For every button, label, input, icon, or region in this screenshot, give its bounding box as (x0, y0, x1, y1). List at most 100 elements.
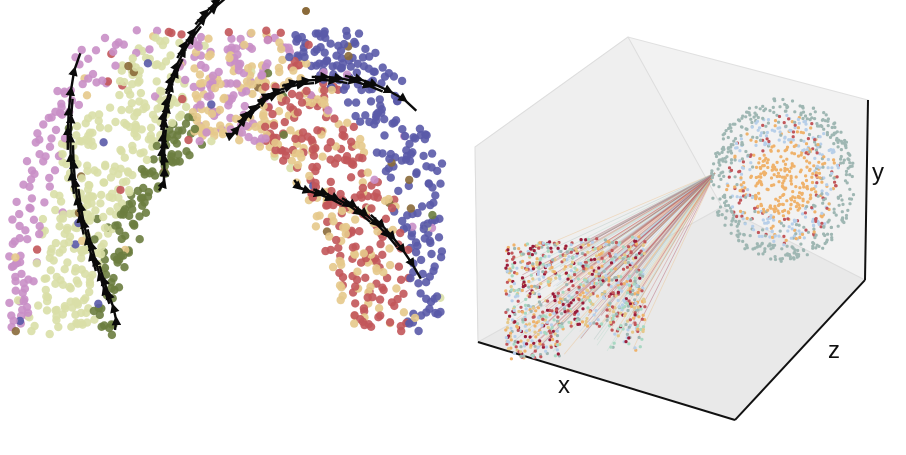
slice-a-point (521, 320, 525, 324)
slice-b-point (765, 187, 769, 191)
slice-a-point (570, 260, 575, 264)
slice-b-point (764, 171, 768, 175)
slice-b-point (771, 105, 775, 109)
alignment-line (551, 172, 716, 268)
slice-a-point (536, 285, 540, 289)
slice-b-point (718, 197, 722, 201)
slice-b-point (709, 179, 714, 183)
slice-a-point (544, 345, 549, 349)
scatter-point (77, 254, 86, 263)
slice-b-point (813, 210, 817, 214)
scatter-point (397, 76, 407, 86)
scatter-point (351, 39, 360, 48)
alignment-line (515, 172, 716, 292)
slice-a-point (630, 292, 634, 296)
slice-b-point (739, 176, 743, 180)
slice-b-point (813, 236, 817, 240)
slice-b-point (772, 173, 776, 177)
slice-a-point (637, 287, 641, 291)
slice-b-point (779, 155, 783, 159)
slice-a-point (621, 245, 626, 249)
slice-a-point (528, 335, 532, 339)
slice-a-point (533, 324, 537, 328)
slice-b-point (751, 165, 755, 169)
scatter-point (394, 262, 404, 271)
slice-a-point (585, 316, 589, 321)
slice-a-point (549, 246, 553, 250)
slice-a-point (593, 246, 597, 251)
scatter-point (120, 263, 129, 272)
slice-a-point (623, 314, 627, 318)
scatter-point (82, 91, 92, 100)
slice-b-point (743, 186, 747, 190)
slice-a-point (559, 249, 563, 254)
alignment-line (603, 172, 716, 283)
slice-a-point (636, 327, 640, 331)
slice-b-point (802, 248, 806, 253)
alignment-line (580, 172, 716, 252)
slice-b-point (822, 225, 826, 229)
scatter-point (419, 151, 428, 161)
slice-a-point (506, 245, 510, 250)
slice-a-point (573, 273, 577, 277)
slice-a-point (555, 339, 559, 344)
slice-b-point (839, 148, 844, 152)
scatter-point (291, 31, 300, 40)
slice-a-point (537, 292, 541, 296)
slice-a-point (589, 286, 593, 290)
slice-a-point (563, 297, 567, 302)
slice-a-point (622, 298, 626, 302)
scatter-point (346, 62, 355, 71)
slice-a-point (514, 345, 518, 349)
slice-b-point (739, 183, 743, 187)
slice-a-point (628, 290, 632, 294)
slice-b-point (750, 195, 755, 200)
scatter-point (145, 45, 154, 54)
slice-a-point (639, 249, 643, 253)
slice-b-point (738, 232, 742, 236)
scatter-point (297, 134, 306, 143)
slice-a-point (525, 268, 529, 272)
slice-a-point (601, 279, 605, 283)
slice-b-point (789, 197, 793, 201)
slice-a-point (577, 322, 582, 326)
scatter-point (385, 244, 394, 253)
slice-b-point (782, 217, 787, 221)
slice-a-point (567, 320, 571, 324)
slice-b-point (790, 99, 795, 103)
slice-b-point (821, 201, 825, 205)
slice-a-point (533, 349, 537, 353)
slice-b-point (836, 195, 840, 199)
slice-a-point (626, 261, 631, 265)
slice-a-point (540, 323, 544, 327)
slice-b-point (771, 164, 775, 168)
slice-a-point (517, 247, 521, 251)
slice-a-point (552, 318, 556, 322)
scatter-point (428, 210, 437, 220)
slice-a-point (512, 351, 517, 355)
slice-a-point (588, 298, 592, 303)
slice-a-point (563, 310, 567, 314)
slice-a-point (548, 313, 552, 317)
slice-a-point (610, 278, 614, 282)
slice-a-point (535, 321, 539, 325)
slice-a-point (571, 298, 576, 302)
slice-a-point (541, 343, 545, 347)
slice-b-point (799, 138, 803, 142)
slice-b-point (760, 234, 764, 238)
slice-b-point (779, 133, 783, 137)
scatter-point (120, 77, 129, 87)
slice-a-point (547, 263, 552, 267)
scatter-point (100, 223, 110, 233)
slice-b-point (729, 158, 734, 162)
slice-b-point (818, 176, 822, 180)
scatter-point (405, 139, 414, 149)
scatter-point (137, 125, 146, 134)
scatter-point (405, 175, 414, 185)
alignment-line (536, 172, 716, 271)
slice-a-point (556, 352, 560, 356)
slice-b-point (749, 217, 753, 221)
slice-a-point (564, 271, 569, 275)
slice-b-point (752, 115, 756, 119)
scatter-point (372, 148, 382, 157)
